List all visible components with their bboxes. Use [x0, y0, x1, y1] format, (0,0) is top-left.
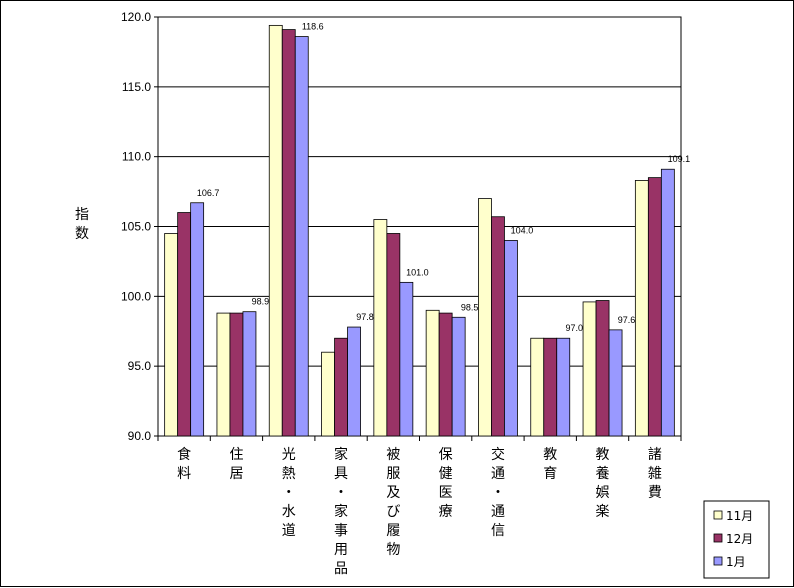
bar-2-2 — [229, 312, 244, 437]
bar-3-6 — [451, 316, 466, 437]
bar-1-7 — [478, 198, 492, 437]
data-label: 118.6 — [302, 22, 324, 32]
category-label: 諸雑費 — [648, 447, 662, 501]
bar-2-6 — [438, 312, 453, 437]
axes — [157, 436, 682, 441]
y-tick-label: 105.0 — [121, 220, 151, 234]
category-label: 交通・通信 — [491, 446, 505, 539]
y-tick-labels: 90.0 95.0 100.0 105.0 110.0 115.0 120.0 — [121, 10, 158, 443]
bar-2-1 — [177, 212, 192, 437]
bar-1-4 — [321, 351, 335, 437]
bar-1-6 — [425, 309, 440, 437]
bar-2-9 — [595, 300, 610, 437]
y-axis-label: 指数 — [75, 207, 89, 242]
bar-1-5 — [373, 219, 388, 437]
data-labels: 106.7 98.9 118.6 97.8 101.0 98.5 104.0 97.0 97.6… — [197, 22, 690, 334]
bar-2-8 — [543, 337, 558, 437]
y-axis-title: 指数 — [75, 207, 89, 242]
bar-2-7 — [491, 216, 505, 437]
bar-1-3 — [268, 24, 283, 437]
bar-2-3 — [281, 29, 296, 437]
bar-2-4 — [334, 337, 348, 437]
category-label: 教育 — [543, 447, 557, 482]
y-tick-label: 120.0 — [121, 10, 151, 24]
bar-1-9 — [582, 301, 597, 437]
data-label: 98.9 — [252, 297, 270, 307]
category-label: 食料 — [177, 446, 191, 482]
bar-3-8 — [556, 337, 571, 437]
bar-3-9 — [608, 329, 623, 437]
legend-label: 11月 — [726, 509, 753, 523]
bars — [164, 24, 675, 437]
bar-3-3 — [294, 36, 309, 437]
bar-3-7 — [504, 240, 518, 437]
bar-3-4 — [347, 326, 361, 437]
legend-swatch — [713, 510, 723, 520]
y-tick-label: 90.0 — [128, 429, 152, 443]
data-label: 97.0 — [565, 323, 583, 333]
data-label: 97.8 — [356, 312, 374, 322]
category-label: 光熱・水道 — [282, 447, 296, 539]
category-label: 被服及び履物 — [386, 447, 400, 558]
bar-3-1 — [190, 202, 205, 437]
bar-1-8 — [530, 337, 545, 437]
y-tick-label: 115.0 — [122, 80, 151, 94]
category-label: 住居 — [229, 447, 243, 482]
y-tick-label: 110.0 — [122, 150, 151, 164]
data-label: 104.0 — [511, 225, 534, 235]
legend-label: 1月 — [726, 555, 746, 569]
data-label: 109.1 — [668, 154, 691, 164]
data-label: 97.6 — [618, 315, 636, 325]
data-label: 98.5 — [461, 302, 479, 312]
bar-3-10 — [660, 168, 675, 437]
bar-3-5 — [399, 281, 414, 437]
bar-1-1 — [164, 233, 179, 437]
bar-1-10 — [634, 180, 649, 437]
bar-2-10 — [647, 177, 662, 437]
y-tick-label: 100.0 — [121, 289, 151, 303]
bar-3-2 — [242, 311, 257, 437]
category-label: 教養娯楽 — [596, 447, 610, 520]
y-tick-label: 95.0 — [128, 359, 152, 373]
bar-2-5 — [386, 233, 401, 437]
category-label: 家具・家事用品 — [334, 446, 348, 577]
legend: 11月 12月 1月 — [703, 500, 770, 579]
x-category-labels: 食料 住居 光熱・水道 家具・家事用品 被服及び履物 保健医療 交通・通信 教育 教養娯楽 諸雑費 — [177, 446, 662, 577]
bar-1-2 — [216, 312, 231, 437]
category-label: 保健医療 — [439, 447, 453, 520]
legend-swatch — [713, 556, 723, 566]
legend-label: 12月 — [726, 532, 753, 546]
data-label: 106.7 — [197, 188, 220, 198]
data-label: 101.0 — [406, 267, 429, 277]
legend-swatch — [713, 533, 723, 543]
